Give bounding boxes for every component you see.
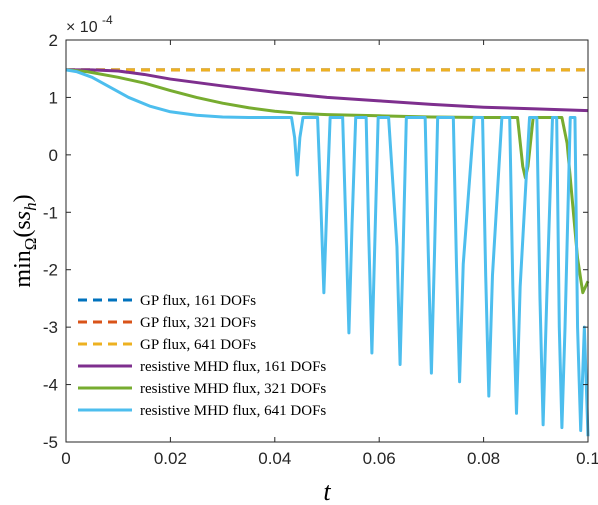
y-axis-label: minΩ(ssh) — [10, 194, 40, 287]
x-tick-label: 0.06 — [363, 449, 396, 468]
y-tick-label: 1 — [49, 88, 58, 107]
y-axis-label-arg-sub: h — [21, 202, 40, 211]
legend-label-2: GP flux, 321 DOFs — [140, 315, 256, 331]
series-line-4 — [66, 68, 589, 113]
legend-label-4: resistive MHD flux, 161 DOFs — [140, 359, 326, 375]
y-tick-label: -2 — [43, 261, 58, 280]
y-axis-label-close: ) — [10, 194, 36, 202]
exponent-label: × 10 -4 — [66, 13, 113, 36]
x-tick-label: 0.04 — [258, 449, 291, 468]
y-axis-label-func: min — [10, 250, 36, 287]
series-layer — [65, 68, 590, 437]
y-tick-label: -3 — [43, 318, 58, 337]
y-tick-label: -4 — [43, 376, 58, 395]
y-axis-label-sub: Ω — [21, 238, 40, 251]
x-tick-label: 0.08 — [467, 449, 500, 468]
x-tick-label: 0 — [61, 449, 70, 468]
legend-label-5: resistive MHD flux, 321 DOFs — [140, 381, 326, 397]
legend-label-6: resistive MHD flux, 641 DOFs — [140, 403, 326, 419]
y-axis-label-arg-var: s — [10, 211, 36, 220]
y-tick-label: 0 — [49, 146, 58, 165]
y-tick-label: 2 — [49, 31, 58, 50]
legend-label-3: GP flux, 641 DOFs — [140, 337, 256, 353]
legend-label-1: GP flux, 161 DOFs — [140, 293, 256, 309]
axis-layer: 0 0.02 0.04 0.06 0.08 0.1 -5 -4 -3 -2 -1 0 1 2 — [43, 31, 598, 468]
y-tick-label: -1 — [43, 203, 58, 222]
x-axis-label: t — [323, 477, 331, 505]
svg-text:minΩ(ssh): minΩ(ssh) — [10, 194, 40, 287]
plot-frame — [65, 39, 589, 443]
series-line-5 — [65, 68, 590, 295]
x-tick-label: 0.02 — [154, 449, 187, 468]
series-line-6 — [65, 68, 590, 437]
y-axis-label-arg: (s — [10, 220, 36, 237]
x-tick-label: 0.1 — [576, 449, 598, 468]
y-tick-label: -5 — [43, 433, 58, 452]
legend: GP flux, 161 DOFs GP flux, 321 DOFs GP flu… — [78, 293, 326, 419]
